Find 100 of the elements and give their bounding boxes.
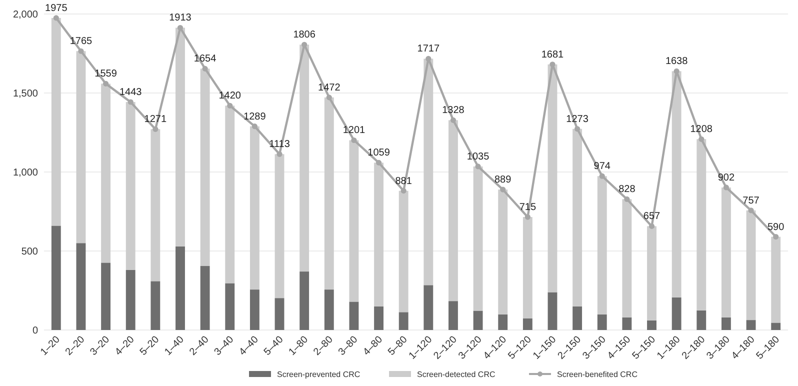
bar [349, 302, 359, 330]
data-label: 1717 [417, 44, 440, 55]
point [326, 94, 332, 100]
bar [398, 312, 408, 330]
data-label: 1201 [342, 125, 366, 136]
bar [647, 320, 656, 330]
bar [522, 217, 532, 318]
bar [771, 236, 781, 323]
data-label: 1765 [70, 36, 93, 48]
bar [696, 139, 706, 310]
point [574, 126, 580, 132]
bar [274, 298, 284, 330]
legend-label: Screen-benefited CRC [557, 370, 638, 379]
data-label: 974 [594, 161, 611, 172]
bar [647, 226, 656, 320]
data-label: 1035 [466, 151, 490, 162]
bar [176, 246, 185, 330]
data-label: 1472 [318, 82, 341, 94]
bar [498, 190, 508, 314]
point [128, 99, 134, 105]
data-label: 1638 [665, 56, 688, 68]
y-tick-label: 1,500 [12, 88, 38, 100]
point [773, 234, 779, 240]
point [624, 196, 630, 202]
bar [473, 310, 483, 330]
point [276, 151, 282, 157]
bar [398, 190, 408, 312]
bar [200, 68, 210, 266]
bar [548, 292, 558, 330]
y-tick-label: 1,000 [12, 168, 38, 178]
data-label: 1681 [541, 49, 564, 60]
point [302, 42, 308, 48]
data-label: 657 [643, 211, 661, 222]
data-label: 1208 [690, 124, 713, 136]
point [78, 48, 84, 54]
point [102, 80, 109, 86]
bar [324, 290, 334, 330]
bar [225, 283, 235, 330]
data-label: 1806 [293, 30, 316, 41]
bar [548, 64, 558, 292]
bar [672, 71, 682, 298]
bar [126, 270, 136, 330]
point [599, 173, 605, 179]
point [376, 160, 382, 166]
bar [448, 120, 458, 302]
data-label: 757 [742, 195, 760, 206]
bar [522, 318, 532, 330]
y-tick-label: 0 [32, 326, 38, 336]
bar [696, 310, 706, 330]
bar [126, 102, 136, 270]
bar [324, 97, 334, 290]
bar [300, 44, 310, 272]
point [748, 208, 754, 214]
data-label: 1059 [368, 148, 390, 159]
bar [76, 243, 86, 330]
point [152, 126, 158, 132]
bar [572, 306, 582, 330]
bar [672, 297, 682, 330]
legend-label: Screen-detected CRC [417, 370, 496, 379]
point [351, 137, 357, 144]
bar [572, 128, 582, 306]
point [202, 66, 208, 72]
bar [274, 154, 284, 298]
point [524, 214, 530, 220]
bar [300, 272, 310, 330]
data-label: 1271 [144, 114, 167, 126]
bar [746, 320, 756, 330]
bar [51, 18, 61, 226]
legend-label: Screen-prevented CRC [277, 370, 360, 379]
point [227, 102, 233, 108]
data-label: 1654 [194, 54, 217, 65]
bar [771, 322, 781, 330]
data-label: 1273 [566, 114, 589, 125]
point [648, 223, 655, 229]
point [500, 186, 506, 192]
bar [721, 187, 731, 318]
data-label: 590 [767, 222, 785, 233]
data-label: 1975 [45, 2, 68, 14]
bar [200, 266, 210, 330]
bar [150, 281, 160, 330]
point [400, 188, 406, 194]
bar [746, 210, 756, 320]
data-label: 1913 [169, 12, 192, 24]
y-tick-label: 500 [21, 246, 38, 258]
point [723, 184, 730, 190]
bar [76, 51, 86, 244]
y-tick-label: 2,000 [12, 10, 38, 20]
bar [250, 290, 260, 330]
point [698, 136, 704, 142]
bar [150, 129, 160, 282]
bar [721, 317, 731, 330]
data-label: 1443 [119, 87, 142, 98]
point [252, 124, 258, 130]
bar [374, 306, 384, 330]
bar [473, 166, 483, 311]
data-label: 1289 [244, 111, 266, 122]
data-label: 1559 [94, 68, 118, 80]
bar [448, 301, 458, 330]
point [674, 68, 680, 74]
data-label: 889 [494, 174, 512, 186]
